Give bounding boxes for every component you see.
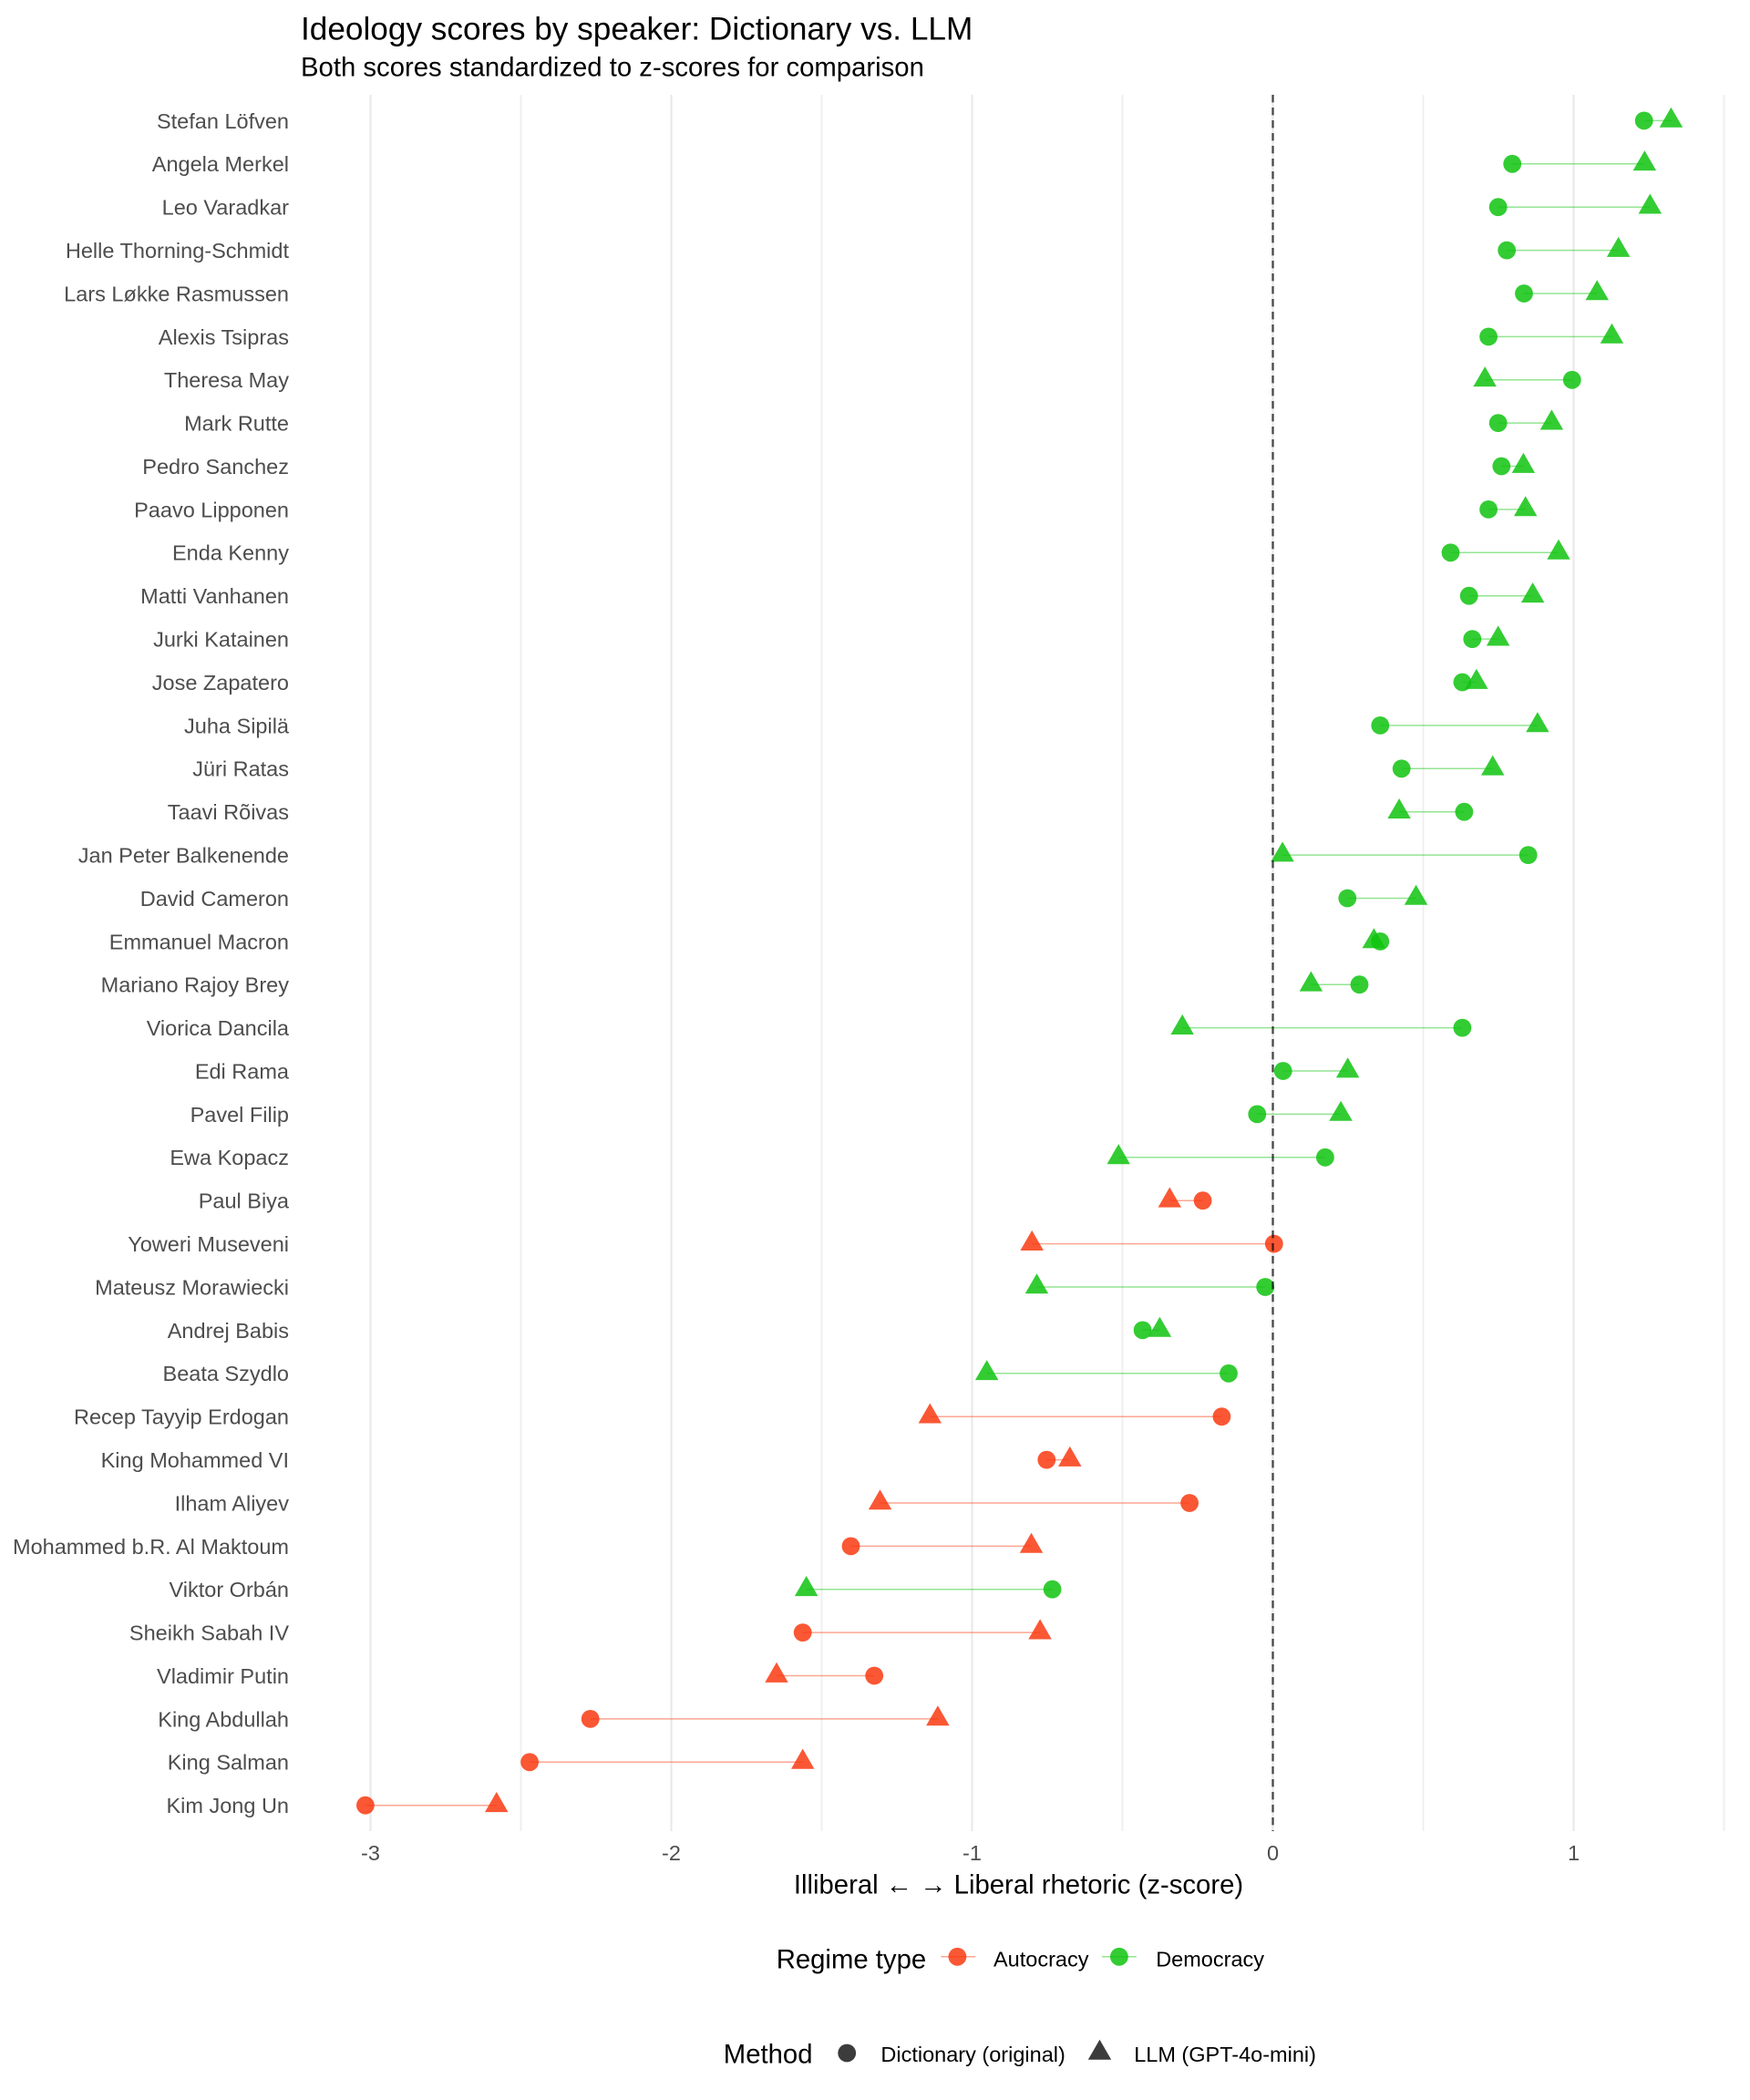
svg-text:Leo Varadkar: Leo Varadkar [162, 196, 290, 220]
svg-text:Juha Sipilä: Juha Sipilä [184, 714, 290, 737]
svg-text:Stefan Löfven: Stefan Löfven [157, 109, 289, 133]
svg-text:Regime type: Regime type [777, 1945, 926, 1975]
svg-text:Viktor Orbán: Viktor Orbán [170, 1578, 290, 1601]
svg-text:Emmanuel Macron: Emmanuel Macron [109, 930, 289, 953]
svg-text:Andrej Babis: Andrej Babis [168, 1319, 289, 1343]
svg-text:Alexis Tsipras: Alexis Tsipras [159, 325, 289, 349]
svg-text:0: 0 [1267, 1841, 1279, 1865]
svg-text:Mariano Rajoy Brey: Mariano Rajoy Brey [101, 973, 290, 997]
svg-text:Viorica Dancila: Viorica Dancila [147, 1016, 290, 1040]
svg-text:Illiberal ← → Liberal rhetoric: Illiberal ← → Liberal rhetoric (z-score) [794, 1870, 1243, 1900]
svg-text:Enda Kenny: Enda Kenny [172, 541, 289, 565]
svg-text:Ideology scores by speaker: Di: Ideology scores by speaker: Dictionary v… [301, 12, 973, 47]
svg-text:Lars Løkke Rasmussen: Lars Løkke Rasmussen [64, 282, 289, 305]
svg-text:Beata Szydlo: Beata Szydlo [163, 1362, 289, 1385]
svg-text:Helle Thorning-Schmidt: Helle Thorning-Schmidt [66, 239, 290, 262]
svg-text:Mateusz Morawiecki: Mateusz Morawiecki [95, 1275, 289, 1299]
svg-text:Pavel Filip: Pavel Filip [190, 1103, 289, 1127]
svg-text:Edi Rama: Edi Rama [195, 1059, 290, 1083]
svg-text:Democracy: Democracy [1156, 1947, 1264, 1971]
svg-text:Mohammed b.R. Al Maktoum: Mohammed b.R. Al Maktoum [13, 1535, 289, 1559]
svg-text:Yoweri Museveni: Yoweri Museveni [128, 1232, 289, 1256]
svg-text:Autocracy: Autocracy [993, 1947, 1089, 1971]
svg-text:Matti Vanhanen: Matti Vanhanen [140, 584, 289, 608]
svg-text:Dictionary (original): Dictionary (original) [880, 2043, 1065, 2066]
svg-text:King Abdullah: King Abdullah [158, 1707, 289, 1731]
svg-text:David Cameron: David Cameron [140, 887, 289, 911]
svg-text:-1: -1 [962, 1841, 982, 1865]
svg-text:Ilham Aliyev: Ilham Aliyev [175, 1491, 290, 1515]
svg-text:Method: Method [724, 2039, 813, 2069]
svg-text:King Mohammed VI: King Mohammed VI [101, 1448, 289, 1472]
svg-text:Theresa May: Theresa May [164, 368, 289, 392]
svg-text:Paul Biya: Paul Biya [199, 1189, 290, 1213]
svg-text:Vladimir Putin: Vladimir Putin [157, 1664, 289, 1688]
svg-text:Jan Peter Balkenende: Jan Peter Balkenende [78, 844, 289, 868]
svg-text:Kim Jong Un: Kim Jong Un [166, 1794, 289, 1817]
svg-text:Taavi Rõivas: Taavi Rõivas [168, 800, 289, 824]
svg-text:Ewa Kopacz: Ewa Kopacz [170, 1146, 289, 1169]
svg-text:LLM (GPT-4o-mini): LLM (GPT-4o-mini) [1134, 2043, 1316, 2066]
svg-text:-2: -2 [662, 1841, 681, 1865]
svg-text:Both scores standardized to z-: Both scores standardized to z-scores for… [301, 53, 924, 83]
svg-text:Mark Rutte: Mark Rutte [184, 412, 289, 436]
svg-text:Recep Tayyip Erdogan: Recep Tayyip Erdogan [74, 1405, 289, 1429]
svg-text:Paavo Lipponen: Paavo Lipponen [134, 498, 289, 521]
svg-text:1: 1 [1568, 1841, 1580, 1865]
svg-text:Angela Merkel: Angela Merkel [152, 152, 289, 176]
svg-text:King Salman: King Salman [168, 1751, 289, 1775]
svg-text:Jose Zapatero: Jose Zapatero [152, 671, 289, 695]
svg-text:Jüri Ratas: Jüri Ratas [192, 757, 289, 781]
svg-text:Pedro Sanchez: Pedro Sanchez [142, 455, 289, 479]
svg-text:Sheikh Sabah IV: Sheikh Sabah IV [129, 1621, 289, 1645]
svg-text:Jurki Katainen: Jurki Katainen [153, 628, 289, 652]
svg-text:-3: -3 [361, 1841, 380, 1865]
